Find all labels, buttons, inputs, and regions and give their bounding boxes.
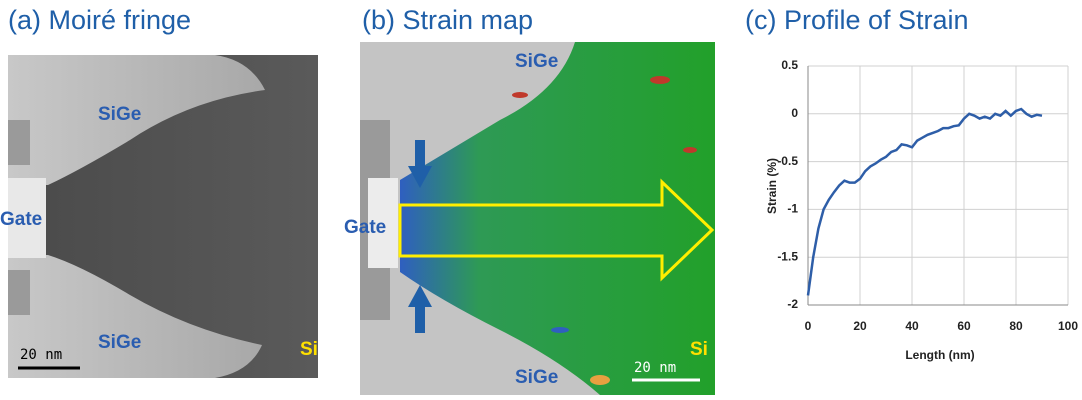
- y-tick-label: 0.5: [781, 58, 798, 72]
- scale-bar-label: 20 nm: [20, 347, 62, 363]
- panel-title: (a) Moiré fringe: [8, 5, 191, 35]
- moire-image: [8, 55, 318, 378]
- region-label: SiGe: [98, 332, 141, 353]
- y-tick-label: -2: [787, 297, 798, 311]
- region-label: Gate: [344, 217, 386, 238]
- y-tick-label: -1: [787, 202, 798, 216]
- y-tick-label: -1.5: [777, 249, 798, 263]
- region-label: Gate: [0, 209, 42, 230]
- x-axis-label: Length (nm): [905, 348, 974, 362]
- panel-title: (b) Strain map: [362, 5, 533, 35]
- chart-title: (c) Profile of Strain: [745, 5, 969, 35]
- y-tick-label: 0: [791, 106, 798, 120]
- x-tick-label: 0: [805, 319, 812, 333]
- strain-map-image: [360, 42, 715, 395]
- x-tick-label: 20: [853, 319, 867, 333]
- x-tick-label: 100: [1058, 319, 1078, 333]
- x-tick-label: 40: [905, 319, 919, 333]
- x-tick-label: 60: [957, 319, 971, 333]
- figure: (a) Moiré fringe SiGe Gate SiGe Si 20 nm…: [0, 0, 1082, 395]
- y-tick-label: -0.5: [777, 154, 798, 168]
- data-line: [808, 109, 1042, 295]
- region-label: Si: [690, 339, 708, 360]
- region-label: Si: [300, 339, 318, 360]
- scale-bar-label: 20 nm: [634, 360, 676, 376]
- region-label: SiGe: [515, 51, 558, 72]
- x-tick-label: 80: [1009, 319, 1023, 333]
- region-label: SiGe: [515, 367, 558, 388]
- region-label: SiGe: [98, 104, 141, 125]
